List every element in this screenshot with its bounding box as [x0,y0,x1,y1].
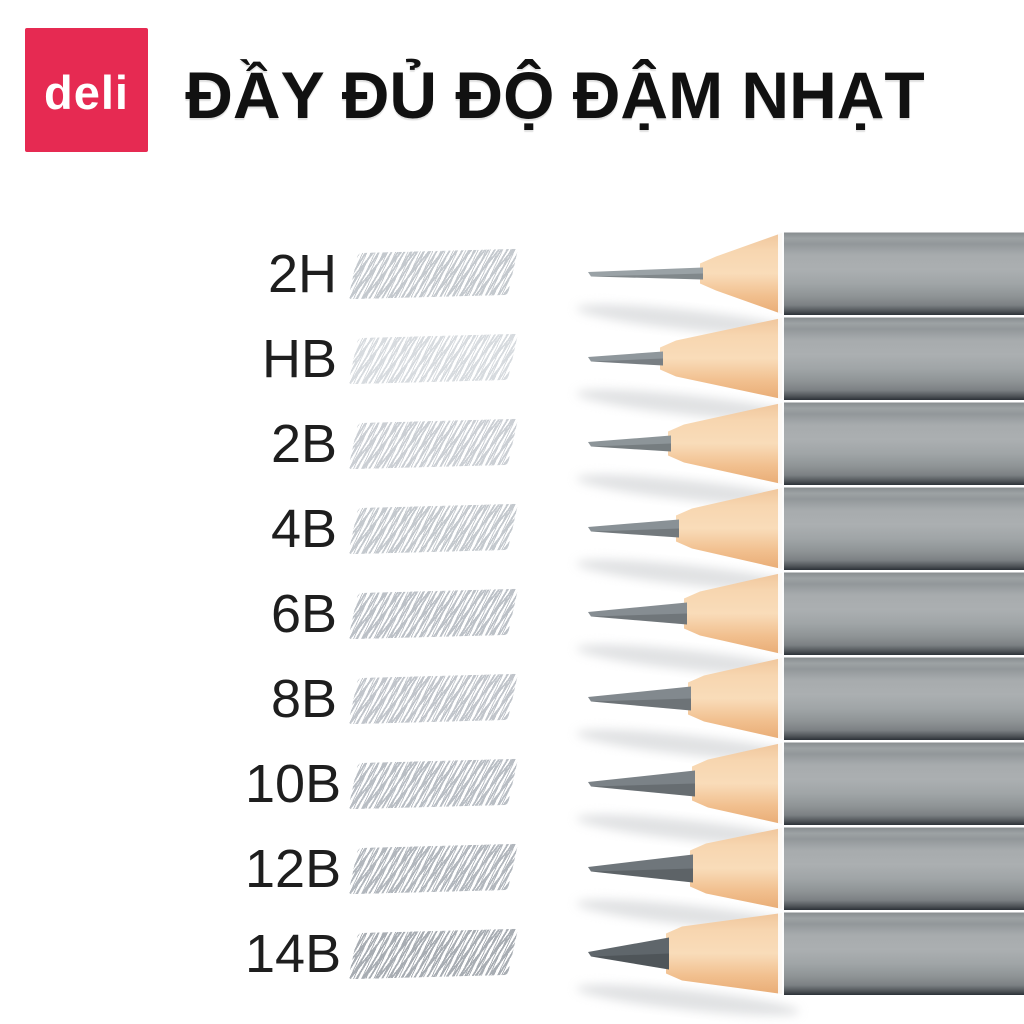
pencil-shadow [576,984,800,1016]
pencil-scribble-swatch [347,248,519,299]
grade-list: 2H HB 2B 4B 6B 8B 10B 12B 14B [245,231,545,996]
grade-label: 12B [245,838,342,899]
pencil-lead-shade [592,443,671,452]
grade-row-2h: 2H [245,231,545,316]
pencil-paint-edge [778,317,785,400]
pencil-lead-shade [592,953,669,970]
pencil-scribble-swatch [347,503,519,554]
pencil-lead-tip [588,351,663,366]
pencil-body [784,402,1024,485]
grade-label: 10B [245,753,342,814]
pencil-lead-tip [588,519,679,538]
pencil-scribble-swatch [347,333,519,384]
pencil-wood-cone [700,233,782,314]
pencil-lead-shade [592,613,687,625]
pencil-paint-edge [778,572,785,655]
pencil-10b [576,742,1024,846]
pencil-body [784,827,1024,910]
pencil-lead-shade [592,868,693,883]
pencil-lead-shade [592,528,679,538]
pencil-lead-shade [592,273,703,280]
pencil-scribble-swatch [347,928,519,979]
pencil-scribble-swatch [347,418,519,469]
pencil-14b [576,912,1024,1016]
grade-label: 2B [270,413,337,474]
pencil-12b [576,827,1024,931]
pencil-wood-cone [668,403,782,484]
pencil-lead-tip [588,267,703,280]
pencil-scribble-swatch [347,673,519,724]
pencil-lead-shade [592,698,691,711]
grade-label: 14B [245,923,342,984]
pencil-stack [560,231,1024,1016]
pencil-body [784,487,1024,570]
grade-row-10b: 10B [245,741,545,826]
pencil-body [784,317,1024,400]
grade-row-8b: 8B [245,656,545,741]
pencil-wood-cone [666,913,782,994]
grade-row-6b: 6B [245,571,545,656]
pencil-paint-edge [778,402,785,485]
grade-label: 6B [270,583,337,644]
pencil-paint-edge [778,487,785,570]
pencil-hb [576,317,1024,421]
grade-label: HB [261,328,337,389]
banner-title: ĐẦY ĐỦ ĐỘ ĐẬM NHẠT [185,58,925,132]
pencil-paint-edge [778,912,785,995]
pencil-paint-edge [778,232,785,315]
grade-label: 4B [270,498,337,559]
deli-logo: deli [25,28,148,152]
pencil-lead-tip [588,770,695,797]
grade-row-hb: HB [245,316,545,401]
grade-row-12b: 12B [245,826,545,911]
grade-row-14b: 14B [245,911,545,996]
pencil-lead-tip [588,686,691,711]
pencil-lead-tip [588,937,669,970]
grade-label: 2H [267,243,337,304]
pencil-lead-tip [588,435,671,452]
pencil-body [784,742,1024,825]
pencil-wood-cone [660,318,782,399]
pencil-wood-cone [684,573,782,654]
pencil-2h [576,232,1024,336]
grade-row-4b: 4B [245,486,545,571]
pencil-body [784,232,1024,315]
pencil-wood-cone [688,658,782,739]
deli-logo-text: deli [44,65,129,119]
pencil-paint-edge [778,742,785,825]
pencil-wood-cone [692,743,782,824]
pencil-6b [576,572,1024,676]
pencil-body [784,572,1024,655]
grade-row-2b: 2B [245,401,545,486]
pencil-scribble-swatch [347,588,519,639]
grade-label: 8B [270,668,337,729]
pencil-body [784,912,1024,995]
pencil-wood-cone [690,828,782,909]
pencil-wood-cone [676,488,782,569]
pencil-8b [576,657,1024,761]
pencil-paint-edge [778,827,785,910]
pencil-body [784,657,1024,740]
pencil-4b [576,487,1024,591]
pencil-scribble-swatch [347,843,519,894]
pencil-2b [576,402,1024,506]
pencil-lead-shade [592,358,663,366]
pencil-lead-shade [592,783,695,797]
pencil-lead-tip [588,854,693,883]
pencil-paint-edge [778,657,785,740]
pencil-scribble-swatch [347,758,519,809]
pencil-lead-tip [588,602,687,625]
